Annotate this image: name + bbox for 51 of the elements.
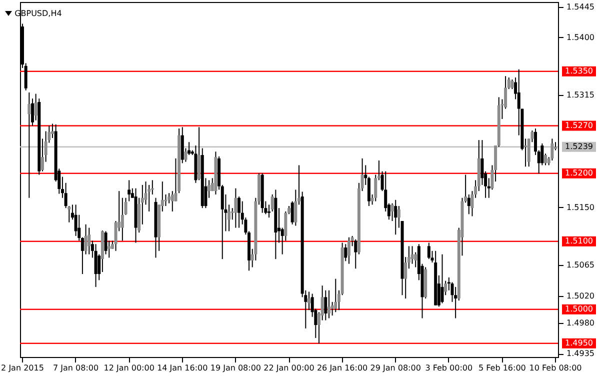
x-tick-label: 10 Feb 08:00 [529, 364, 582, 372]
x-tick-label: 7 Jan 08:00 [53, 364, 99, 372]
candlestick [128, 180, 131, 202]
candlestick [334, 278, 338, 313]
candlestick [327, 290, 330, 319]
y-tick-label: 1.5445 [566, 2, 594, 12]
x-tick-label: 5 Feb 16:00 [478, 364, 526, 372]
x-tick-label: 22 Jan 00:00 [264, 364, 314, 372]
x-tick-label: 2 Jan 2015 [1, 364, 44, 372]
x-tick-label: 14 Jan 16:00 [157, 364, 208, 372]
ref-line-label: 1.5000 [565, 304, 593, 314]
candlestick [148, 184, 151, 212]
candlestick [410, 246, 414, 264]
candlestick [74, 204, 78, 236]
candlestick [268, 204, 271, 218]
ref-line-label: 1.5270 [565, 120, 593, 130]
ref-line-label: 1.5239 [565, 142, 593, 151]
y-tick-label: 1.5020 [566, 291, 594, 300]
candlestick [290, 200, 294, 225]
ref-line-label: 1.5350 [565, 66, 593, 76]
candlestick [234, 188, 238, 228]
candlestick [164, 194, 168, 207]
candlestick [354, 238, 358, 270]
candlestick [550, 138, 554, 161]
candlestick [440, 254, 444, 304]
candlestick [427, 242, 430, 260]
candlestick [454, 286, 458, 319]
ref-line-label: 1.4950 [565, 338, 593, 348]
y-tick-label: 1.5150 [566, 202, 594, 212]
candlestick [238, 196, 241, 228]
candlestick [394, 199, 398, 236]
candlestick [28, 92, 31, 198]
y-tick-label: 1.5065 [566, 260, 594, 270]
x-tick-label: 26 Jan 16:00 [316, 364, 368, 372]
x-tick-label: 19 Jan 08:00 [210, 364, 262, 372]
ref-line-label: 1.5100 [565, 236, 593, 246]
y-tick-label: 1.5315 [566, 90, 594, 100]
candlestick [94, 244, 98, 288]
y-tick-label: 1.5400 [566, 32, 594, 42]
x-tick-label: 12 Jan 00:00 [104, 364, 154, 372]
candlestick [324, 290, 328, 321]
ref-line-label: 1.5200 [565, 168, 593, 178]
candlestick [168, 192, 171, 204]
y-tick-label: 1.4935 [566, 349, 594, 358]
y-tick-label: 1.4980 [566, 318, 594, 328]
candlestick [170, 190, 174, 212]
candlestick [347, 236, 350, 264]
x-tick-label: 29 Jan 08:00 [370, 364, 421, 372]
candlestick [88, 227, 91, 255]
x-tick-label: 3 Feb 00:00 [425, 364, 473, 372]
candlestick [104, 230, 108, 255]
